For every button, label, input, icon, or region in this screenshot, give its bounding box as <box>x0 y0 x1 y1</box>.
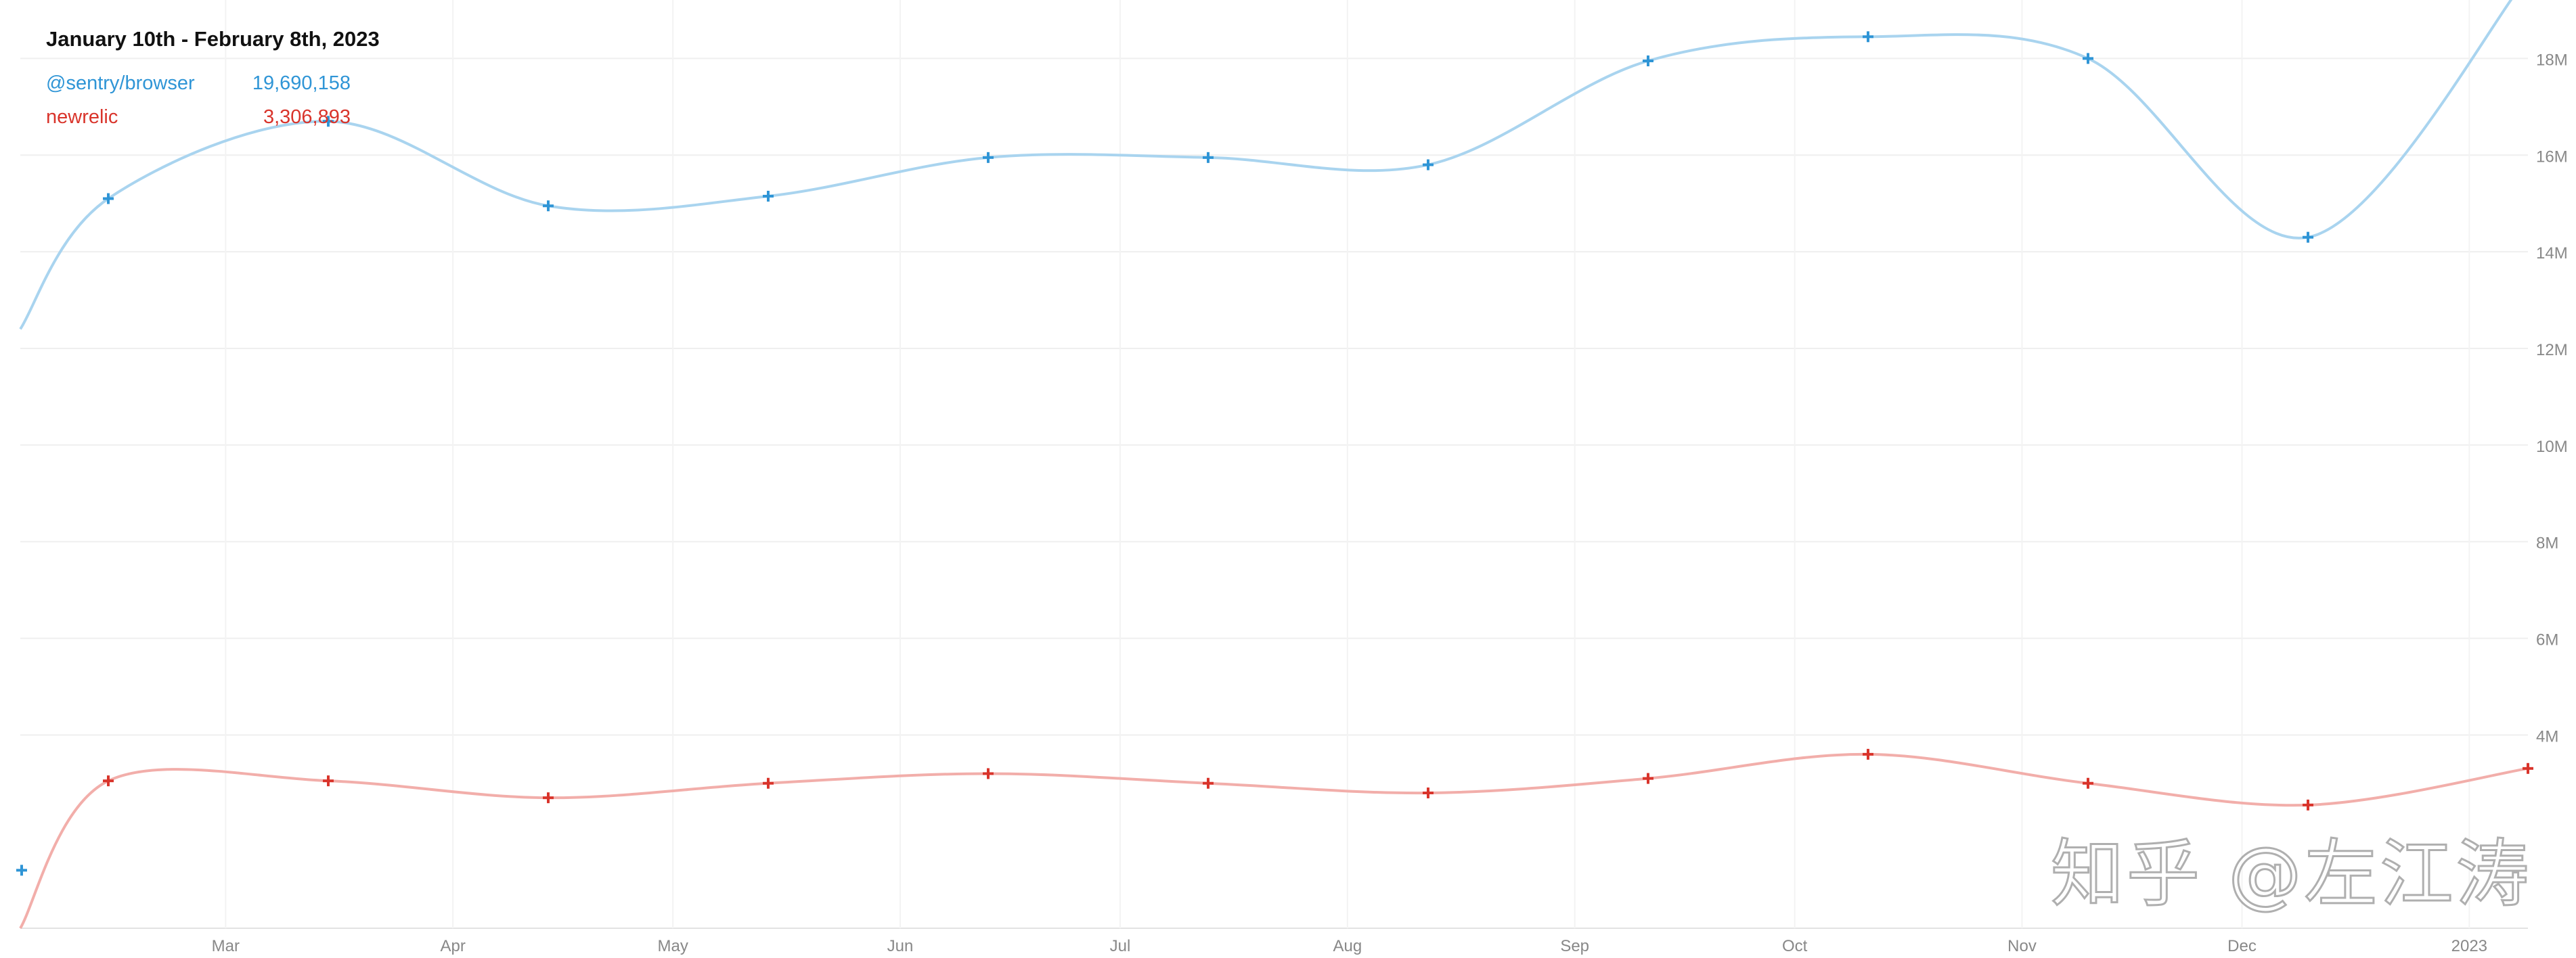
data-point-marker[interactable] <box>1423 159 1434 170</box>
data-point-marker <box>16 865 27 876</box>
data-point-marker[interactable] <box>1863 748 1873 760</box>
x-tick-label: Sep <box>1560 937 1589 955</box>
y-tick-label: 4M <box>2536 727 2558 746</box>
data-point-marker[interactable] <box>2083 53 2093 64</box>
tooltip-row-newrelic: newrelic 3,306,893 <box>46 100 380 134</box>
hover-tooltip: January 10th - February 8th, 2023 @sentr… <box>46 27 380 134</box>
data-point-marker[interactable] <box>983 152 994 163</box>
tooltip-series-value: 19,690,158 <box>252 72 351 94</box>
tooltip-series-name: newrelic <box>46 106 118 128</box>
series-markers[interactable] <box>16 0 2533 876</box>
watermark: 知乎 @左江涛 <box>2049 831 2532 918</box>
x-tick-label: Jul <box>1110 937 1131 955</box>
x-tick-label: Oct <box>1782 937 1808 955</box>
grid-lines <box>20 0 2528 929</box>
data-point-marker[interactable] <box>1643 773 1653 784</box>
x-tick-label: 2023 <box>2451 937 2487 955</box>
tooltip-row-sentry: @sentry/browser 19,690,158 <box>46 66 380 100</box>
data-point-marker[interactable] <box>1203 152 1214 163</box>
y-tick-label: 18M <box>2536 51 2568 69</box>
data-point-marker[interactable] <box>1863 31 1873 43</box>
data-point-marker[interactable] <box>2303 231 2313 243</box>
y-tick-label: 12M <box>2536 341 2568 359</box>
data-point-marker[interactable] <box>323 116 334 127</box>
y-tick-label: 10M <box>2536 438 2568 456</box>
data-point-marker[interactable] <box>2303 799 2313 811</box>
series-line-sentry-browser <box>19 0 2513 330</box>
data-point-marker[interactable] <box>983 768 994 779</box>
data-point-marker[interactable] <box>103 775 114 787</box>
data-point-marker[interactable] <box>2083 777 2093 789</box>
x-tick-label: Mar <box>212 937 240 955</box>
data-point-marker[interactable] <box>323 775 334 787</box>
data-point-marker[interactable] <box>763 777 774 789</box>
data-point-marker[interactable] <box>1203 777 1214 789</box>
data-point-marker[interactable] <box>543 200 554 212</box>
x-tick-label: May <box>657 937 688 955</box>
data-point-marker[interactable] <box>2523 762 2533 774</box>
tooltip-series-value: 3,306,893 <box>263 106 351 128</box>
x-tick-label: Nov <box>2007 937 2037 955</box>
y-tick-label: 16M <box>2536 147 2568 166</box>
data-point-marker[interactable] <box>763 190 774 202</box>
data-point-marker[interactable] <box>543 792 554 804</box>
x-axis-labels: Mar Apr May Jun Jul Aug Sep Oct Nov Dec 2023 <box>212 937 2487 955</box>
data-point-marker[interactable] <box>1643 55 1653 66</box>
x-tick-label: Apr <box>440 937 465 955</box>
x-tick-label: Dec <box>2227 937 2257 955</box>
y-tick-label: 6M <box>2536 631 2558 649</box>
x-tick-label: Aug <box>1333 937 1362 955</box>
tooltip-series-name: @sentry/browser <box>46 72 195 94</box>
y-tick-label: 14M <box>2536 244 2568 263</box>
y-tick-label: 8M <box>2536 534 2558 553</box>
x-tick-label: Jun <box>887 937 914 955</box>
data-point-marker[interactable] <box>1423 788 1434 799</box>
series-lines <box>19 0 2529 930</box>
y-axis-labels: 4M 6M 8M 10M 12M 14M 16M 18M <box>2536 51 2568 746</box>
tooltip-title: January 10th - February 8th, 2023 <box>46 27 380 51</box>
data-point-marker[interactable] <box>103 193 114 204</box>
